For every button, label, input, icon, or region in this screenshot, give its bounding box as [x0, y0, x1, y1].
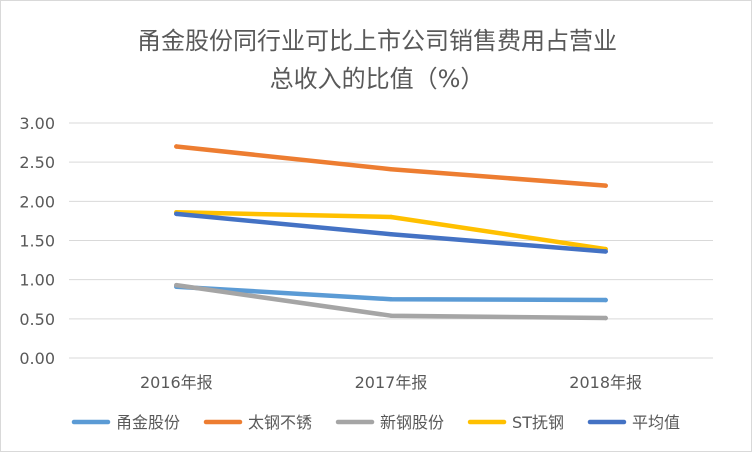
legend-label: ST抚钢: [512, 413, 564, 432]
data-point: [388, 232, 394, 237]
y-tick-label: 0.00: [19, 349, 55, 368]
legend-label: 太钢不锈: [248, 413, 312, 432]
legend-item: 甬金股份: [71, 413, 180, 432]
data-point: [603, 249, 608, 254]
chart-title-line-1: 甬金股份同行业可比上市公司销售费用占营业: [137, 27, 617, 55]
data-point: [174, 144, 179, 149]
legend-item: 新钢股份: [335, 413, 444, 432]
legend: 甬金股份 太钢不锈 新钢股份 ST抚钢 平均值: [71, 413, 680, 432]
legend-item: ST抚钢: [467, 413, 564, 432]
y-tick-label: 3.00: [19, 114, 55, 133]
x-tick-label: 2016年报: [140, 373, 213, 392]
x-tick-label: 2018年报: [569, 373, 642, 392]
data-point: [174, 282, 179, 288]
legend-item: 平均值: [587, 413, 680, 432]
y-tick-label: 1.50: [19, 232, 55, 251]
data-point: [388, 214, 394, 220]
series-lines: [174, 144, 608, 321]
data-point: [174, 211, 179, 217]
x-tick-label: 2017年报: [355, 373, 428, 392]
y-axis: 0.00 0.50 1.00 1.50 2.00 2.50 3.00: [19, 114, 55, 368]
gridlines: [69, 122, 713, 359]
y-tick-label: 0.50: [19, 310, 55, 329]
data-point: [603, 315, 608, 321]
legend-label: 新钢股份: [380, 413, 444, 432]
legend-label: 平均值: [632, 413, 680, 432]
series-line-2: [174, 144, 608, 188]
legend-item: 太钢不锈: [203, 413, 312, 432]
data-point: [603, 183, 608, 188]
chart-title-line-2: 总收入的比值（%）: [270, 65, 485, 93]
y-tick-label: 1.00: [19, 271, 55, 290]
x-axis: 2016年报 2017年报 2018年报: [140, 373, 642, 392]
data-point: [388, 313, 394, 318]
data-point: [603, 297, 608, 303]
legend-label: 甬金股份: [116, 413, 180, 432]
data-point: [388, 297, 394, 302]
y-tick-label: 2.50: [19, 153, 55, 172]
data-point: [388, 167, 394, 172]
y-tick-label: 2.00: [19, 192, 55, 211]
